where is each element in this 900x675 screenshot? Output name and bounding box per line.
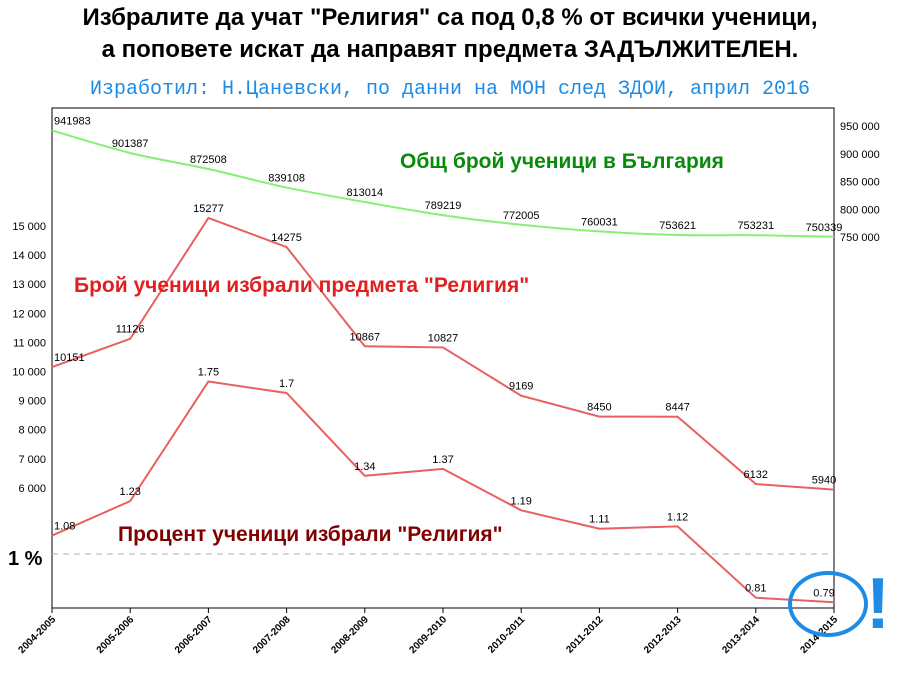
religion-percent-data-label: 1.11 — [589, 514, 610, 526]
religion-students-data-label: 6132 — [744, 469, 768, 481]
y-right-tick-label: 900 000 — [840, 149, 880, 161]
religion-percent-data-label: 1.23 — [119, 486, 140, 498]
religion-percent-data-label: 1.7 — [279, 378, 294, 390]
total-students-data-label: 750339 — [806, 222, 843, 234]
series-lines — [51, 129, 835, 604]
religion-students-line — [51, 216, 835, 491]
religion-series-label: Брой ученици избрали предмета "Религия" — [74, 274, 529, 297]
y-right-tick-label: 950 000 — [840, 121, 880, 133]
total-students-data-label: 839108 — [268, 173, 305, 185]
y-right-tick-label: 850 000 — [840, 177, 880, 189]
religion-students-data-label: 14275 — [271, 232, 302, 244]
y-left-tick-label: 6 000 — [18, 483, 46, 495]
religion-students-data-label: 8450 — [587, 402, 611, 414]
total-series-label: Общ брой ученици в България — [400, 150, 724, 173]
x-tick-label: 2008-2009 — [329, 614, 371, 656]
y-left-tick-label: 8 000 — [18, 425, 46, 437]
x-tick-label: 2006-2007 — [173, 614, 215, 656]
x-tick-label: 2009-2010 — [408, 614, 450, 656]
religion-percent-data-label: 1.34 — [354, 461, 375, 473]
x-tick-label: 2010-2011 — [486, 614, 528, 656]
x-tick-label: 2012-2013 — [642, 614, 684, 656]
percent-reference-label: 1 % — [8, 548, 43, 570]
x-tick-label: 2004-2005 — [17, 614, 59, 656]
religion-percent-data-label: 1.12 — [667, 511, 688, 523]
total-students-line — [51, 129, 835, 238]
religion-students-data-label: 10867 — [350, 331, 381, 343]
religion-students-data-label: 15277 — [193, 203, 224, 215]
y-left-tick-label: 7 000 — [18, 454, 46, 466]
religion-percent-data-label: 1.37 — [432, 454, 453, 466]
percent-series-label: Процент ученици избрали "Религия" — [118, 523, 503, 546]
total-students-data-label: 901387 — [112, 138, 149, 150]
y-left-tick-label: 9 000 — [18, 396, 46, 408]
x-tick-label: 2013-2014 — [720, 614, 762, 656]
y-left-tick-label: 14 000 — [12, 250, 46, 262]
total-students-data-label: 872508 — [190, 154, 227, 166]
author-credit: Изработил: Н.Цаневски, по данни на МОН с… — [89, 78, 811, 101]
y-right-tick-label: 750 000 — [840, 232, 880, 244]
y-right-tick-label: 800 000 — [840, 204, 880, 216]
y-left-tick-label: 10 000 — [12, 367, 46, 379]
data-labels: 941983 901387 872508 839108 813014 789219 7720… — [54, 115, 842, 599]
religion-percent-data-label: 0.79 — [813, 587, 834, 599]
total-students-data-label: 813014 — [346, 187, 383, 199]
total-students-data-label: 789219 — [425, 200, 462, 212]
total-students-data-label: 941983 — [54, 115, 91, 127]
chart-title-line2: а поповете искат да направят предмета ЗА… — [101, 36, 799, 63]
x-tick-label: 2005-2006 — [95, 614, 137, 656]
total-students-data-label: 772005 — [503, 210, 540, 222]
religion-percent-line — [51, 380, 835, 604]
religion-students-data-label: 10151 — [54, 352, 85, 364]
religion-students-data-label: 11126 — [116, 324, 145, 336]
religion-percent-data-label: 0.81 — [745, 583, 766, 595]
religion-students-data-label: 5940 — [812, 475, 836, 487]
religion-students-data-label: 9169 — [509, 381, 533, 393]
exclamation-mark: ! — [866, 564, 890, 644]
y-left-tick-label: 13 000 — [12, 279, 46, 291]
total-students-data-label: 760031 — [581, 216, 618, 228]
total-students-data-label: 753231 — [737, 220, 774, 232]
religion-percent-data-label: 1.75 — [198, 367, 219, 379]
highlight-circle — [788, 571, 868, 637]
religion-percent-data-label: 1.19 — [510, 495, 531, 507]
religion-percent-data-label: 1.08 — [54, 521, 75, 533]
y-left-tick-label: 11 000 — [13, 337, 46, 349]
x-tick-label: 2007-2008 — [251, 614, 293, 656]
y-left-tick-label: 12 000 — [12, 308, 46, 320]
y-left-tick-label: 15 000 — [12, 221, 46, 233]
religion-students-data-label: 10827 — [428, 332, 459, 344]
chart-title-line1: Избралите да учат "Религия" са под 0,8 %… — [82, 4, 818, 31]
x-tick-label: 2011-2012 — [564, 614, 606, 656]
total-students-data-label: 753621 — [659, 220, 696, 232]
religion-students-data-label: 8447 — [665, 402, 689, 414]
